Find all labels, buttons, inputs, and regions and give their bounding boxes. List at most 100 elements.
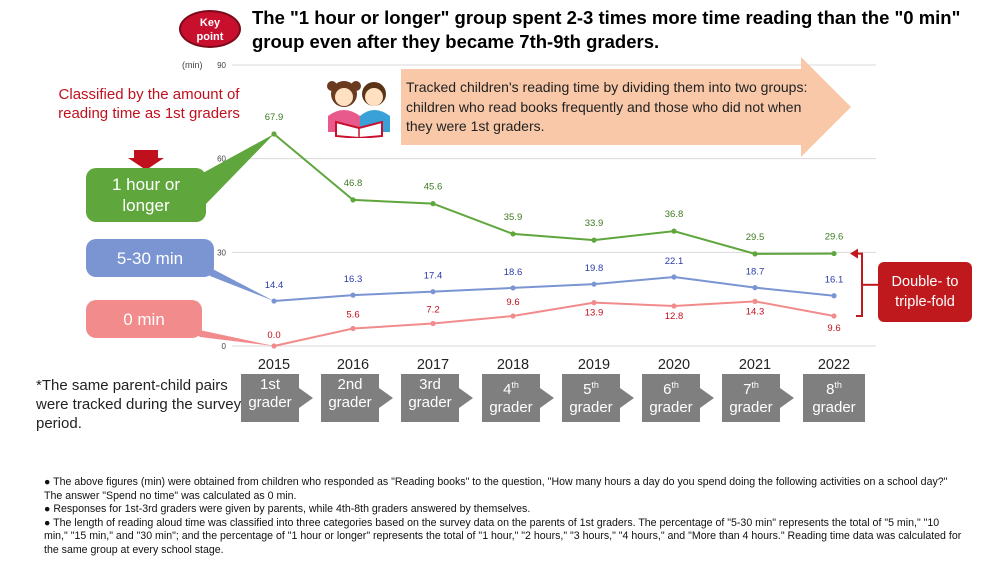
- grade-arrow: [562, 374, 634, 422]
- data-point: [510, 285, 516, 291]
- grade-ordinal-suffix: th: [671, 380, 679, 390]
- data-label: 7.2: [426, 305, 439, 316]
- callout-pointer: [190, 328, 274, 346]
- same-pairs-footnote: *The same parent-child pairs were tracke…: [36, 377, 242, 432]
- group-label-5-30-min: 5-30 min: [86, 239, 214, 277]
- grade-arrow-shape: [562, 374, 634, 422]
- series-line: [273, 300, 835, 347]
- data-label: 22.1: [665, 256, 684, 267]
- x-tick-label: 2016: [337, 357, 369, 373]
- grade-ordinal-number: 5: [583, 381, 592, 398]
- grade-number: 1st: [241, 376, 299, 394]
- badge-line-2: point: [196, 31, 224, 43]
- grade-label: 4th grader: [482, 376, 540, 417]
- fold-bracket: [856, 252, 863, 318]
- grade-arrow-shape: [482, 374, 554, 422]
- x-tick-label: 2015: [258, 357, 290, 373]
- data-label: 14.3: [746, 306, 765, 317]
- grade-arrow: [241, 374, 313, 422]
- grade-word: grader: [328, 394, 372, 411]
- grade-arrow: [803, 374, 865, 422]
- grade-arrow-shape: [401, 374, 473, 422]
- data-label: 9.6: [506, 297, 519, 308]
- data-point: [752, 298, 758, 304]
- data-label: 45.6: [424, 182, 443, 193]
- grade-number: 8th: [803, 376, 865, 399]
- grade-word: grader: [569, 399, 613, 416]
- data-label: 46.8: [344, 178, 363, 189]
- data-label: 35.9: [504, 212, 523, 223]
- grade-arrow: [321, 374, 393, 422]
- data-label: 19.8: [585, 263, 604, 274]
- grade-label: 2nd grader: [321, 376, 379, 412]
- grade-arrow: [401, 374, 473, 422]
- data-point: [671, 228, 677, 234]
- y-tick-label: 0: [222, 342, 227, 351]
- data-label: 36.8: [665, 209, 684, 220]
- data-label: 18.6: [504, 267, 523, 278]
- grade-label: 7th grader: [722, 376, 780, 417]
- bracket-arrow-icon: [850, 248, 858, 259]
- y-tick-label: 90: [217, 61, 226, 70]
- grade-arrow: [642, 374, 714, 422]
- grade-label: 3rd grader: [401, 376, 459, 412]
- grade-ordinal-suffix: th: [511, 380, 519, 390]
- data-point: [271, 298, 277, 304]
- children-reading-icon: [327, 81, 390, 138]
- badge-line-1: Key: [199, 17, 221, 29]
- grade-ordinal-number: 6: [663, 381, 672, 398]
- data-point: [350, 325, 356, 332]
- grade-label: 8th grader: [803, 376, 865, 417]
- grade-ordinal-number: 8: [826, 381, 835, 398]
- grade-label: 6th grader: [642, 376, 700, 417]
- grade-arrow: [482, 374, 554, 422]
- grade-word: grader: [812, 399, 856, 416]
- classification-note: Classified by the amount of reading time…: [58, 86, 240, 122]
- grade-number: 2nd: [321, 376, 379, 394]
- data-point: [271, 131, 277, 137]
- data-label: 0.0: [267, 330, 280, 341]
- tracking-banner-arrow: [401, 57, 851, 157]
- x-tick-label: 2022: [818, 357, 850, 373]
- grade-ordinal-number: 7: [743, 381, 752, 398]
- data-point: [430, 289, 436, 295]
- grade-ordinal-number: 2: [337, 376, 346, 393]
- x-tick-label: 2018: [497, 357, 529, 373]
- key-point-badge: Key point: [179, 10, 241, 48]
- x-tick-label: 2021: [739, 357, 771, 373]
- method-note-3: ● The length of reading aloud time was c…: [44, 516, 962, 556]
- data-point: [430, 320, 436, 327]
- data-label: 67.9: [265, 112, 284, 123]
- grade-word: grader: [729, 399, 773, 416]
- data-point: [510, 231, 516, 237]
- data-label: 16.3: [344, 274, 363, 285]
- series-line: [273, 133, 835, 255]
- grade-number: 6th: [642, 376, 700, 399]
- method-note-1: ● The above figures (min) were obtained …: [44, 476, 948, 502]
- grade-ordinal-suffix: th: [834, 380, 842, 390]
- group-label-0-min: 0 min: [86, 300, 202, 338]
- grade-number: 3rd: [401, 376, 459, 394]
- data-point: [430, 201, 436, 207]
- tracking-banner-text: Tracked children's reading time by divid…: [406, 79, 808, 134]
- grade-arrow-shape: [803, 374, 865, 422]
- data-label: 17.4: [424, 271, 443, 282]
- grade-arrow: [722, 374, 794, 422]
- data-point: [591, 281, 597, 287]
- grade-label: 5th grader: [562, 376, 620, 417]
- grade-ordinal-suffix: nd: [345, 376, 363, 393]
- y-axis-unit-label: (min): [182, 60, 203, 70]
- double-triple-fold-box: Double- to triple-fold: [878, 262, 972, 322]
- grade-word: grader: [248, 394, 292, 411]
- data-label: 29.6: [825, 232, 844, 243]
- method-note-2: ● Responses for 1st-3rd graders were giv…: [44, 503, 531, 516]
- data-label: 18.7: [746, 267, 765, 278]
- data-point: [591, 300, 597, 306]
- grade-arrow-shape: [642, 374, 714, 422]
- x-tick-label: 2019: [578, 357, 610, 373]
- data-point: [591, 237, 597, 243]
- data-point: [831, 250, 837, 257]
- data-point: [752, 285, 758, 291]
- callout-pointer: [205, 265, 274, 302]
- data-point: [350, 197, 356, 203]
